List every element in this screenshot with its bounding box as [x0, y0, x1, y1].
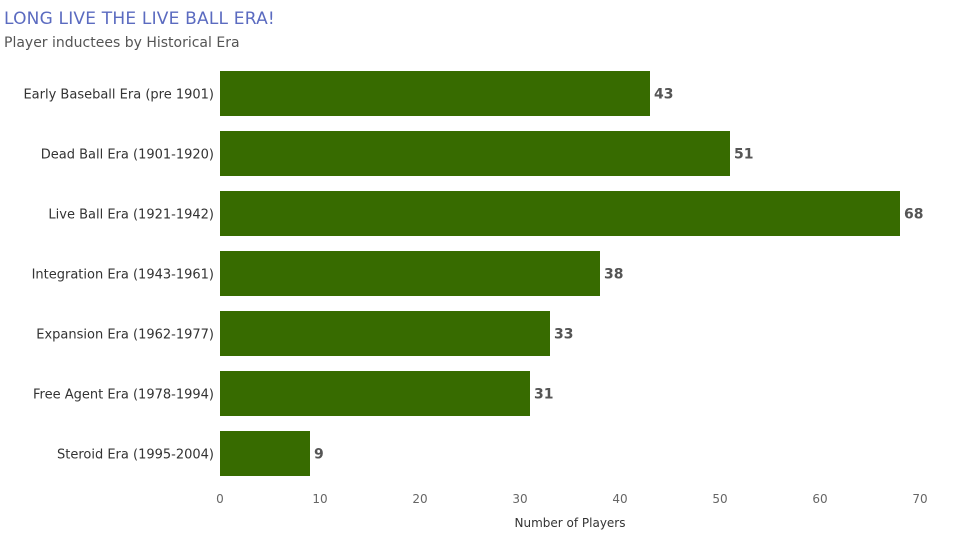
- bar: [220, 251, 600, 296]
- x-axis-title: Number of Players: [515, 516, 626, 530]
- value-label: 9: [314, 447, 324, 463]
- x-tick-label: 70: [912, 492, 927, 506]
- category-label: Dead Ball Era (1901-1920): [41, 148, 214, 163]
- bar: [220, 311, 550, 356]
- category-label: Free Agent Era (1978-1994): [33, 388, 214, 403]
- value-label: 31: [534, 387, 553, 403]
- category-label: Live Ball Era (1921-1942): [48, 208, 214, 223]
- chart-title: LONG LIVE THE LIVE BALL ERA!: [4, 9, 275, 29]
- category-label: Integration Era (1943-1961): [32, 268, 214, 283]
- category-label: Expansion Era (1962-1977): [36, 328, 214, 343]
- value-labels: 43 51 68 38 33 31 9: [314, 87, 923, 463]
- bar: [220, 71, 650, 116]
- bars: [220, 71, 900, 476]
- category-label: Early Baseball Era (pre 1901): [23, 88, 214, 103]
- category-labels: Early Baseball Era (pre 1901) Dead Ball E…: [23, 88, 214, 463]
- value-label: 33: [554, 327, 573, 343]
- value-label: 68: [904, 207, 923, 223]
- bar: [220, 191, 900, 236]
- bar: [220, 371, 530, 416]
- x-tick-label: 30: [512, 492, 527, 506]
- x-axis-ticks: 0 10 20 30 40 50 60 70: [216, 492, 927, 506]
- x-tick-label: 60: [812, 492, 827, 506]
- value-label: 51: [734, 147, 753, 163]
- category-label: Steroid Era (1995-2004): [57, 448, 214, 463]
- value-label: 43: [654, 87, 673, 103]
- chart-subtitle: Player inductees by Historical Era: [4, 35, 240, 51]
- bar: [220, 431, 310, 476]
- value-label: 38: [604, 267, 623, 283]
- x-tick-label: 10: [312, 492, 327, 506]
- x-tick-label: 0: [216, 492, 224, 506]
- bar: [220, 131, 730, 176]
- x-tick-label: 20: [412, 492, 427, 506]
- x-tick-label: 40: [612, 492, 627, 506]
- x-tick-label: 50: [712, 492, 727, 506]
